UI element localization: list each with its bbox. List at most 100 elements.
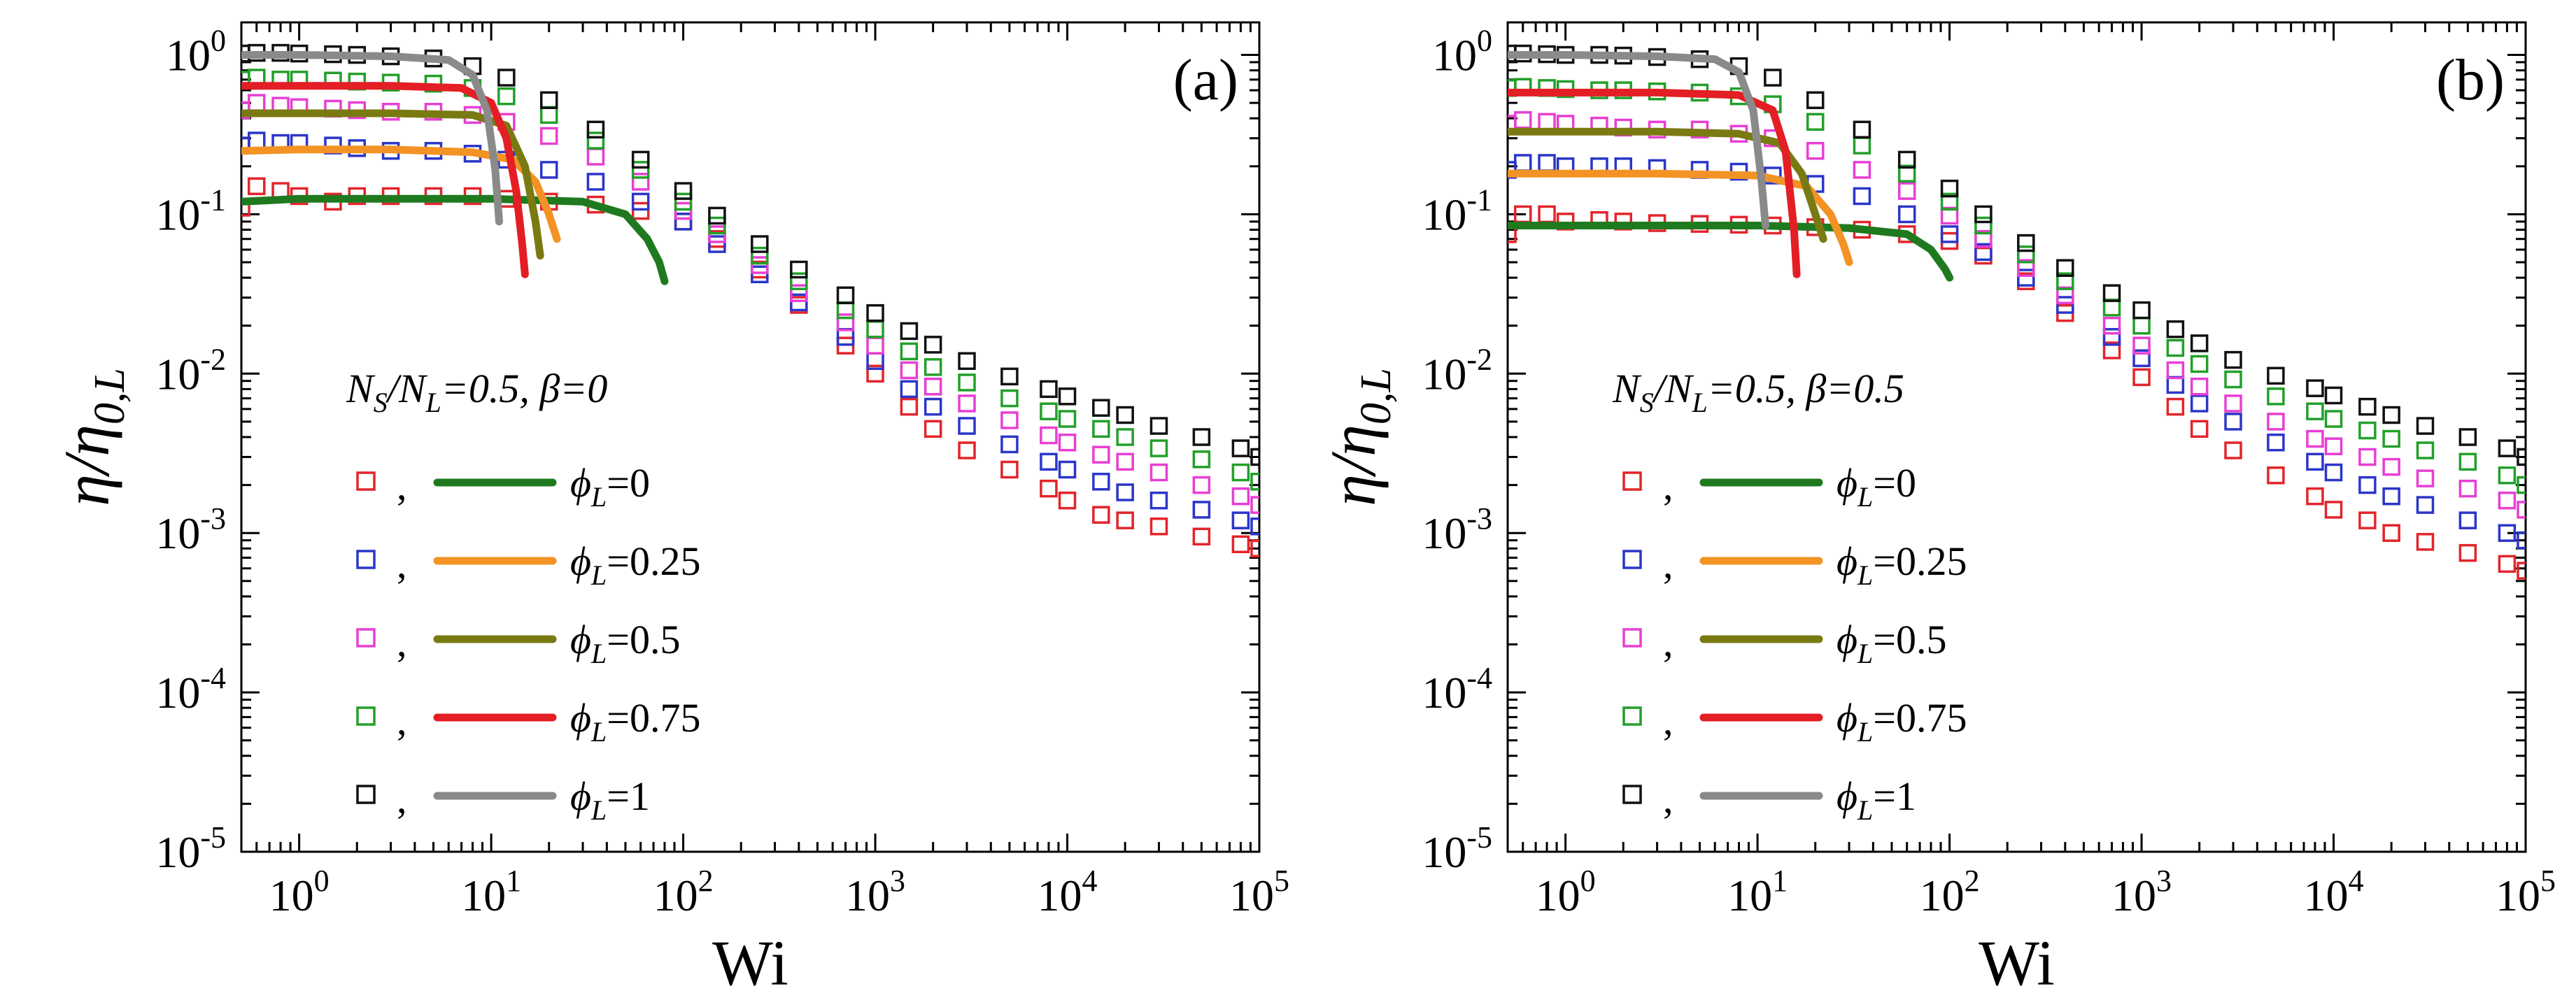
data-point bbox=[2458, 428, 2477, 446]
data-point bbox=[1192, 450, 1211, 469]
legend-separator: , bbox=[397, 776, 407, 822]
data-point bbox=[1149, 439, 1168, 457]
x-tick-label: 101 bbox=[1727, 864, 1788, 920]
data-point bbox=[2190, 378, 2209, 396]
data-point bbox=[751, 246, 769, 265]
data-point bbox=[1092, 420, 1110, 438]
x-tick-label: 103 bbox=[2111, 864, 2172, 920]
data-point bbox=[2017, 245, 2035, 264]
data-point bbox=[900, 342, 919, 361]
x-axis-title: Wi bbox=[712, 927, 788, 999]
x-tick-label: 105 bbox=[1229, 864, 1289, 920]
data-point bbox=[1974, 205, 1993, 224]
data-point bbox=[1058, 387, 1077, 406]
panel-label: (a) bbox=[1173, 48, 1238, 113]
data-point bbox=[2358, 397, 2377, 416]
legend-marker bbox=[356, 550, 376, 569]
data-point bbox=[1149, 517, 1168, 536]
data-point bbox=[1092, 399, 1110, 417]
legend: NS/NL=0.5, β=0, ϕL=0, ϕL=0.25, ϕL=0.5, ϕL=0.… bbox=[346, 366, 701, 826]
legend-separator: , bbox=[1663, 541, 1673, 587]
data-point bbox=[2382, 524, 2400, 542]
data-point bbox=[2517, 501, 2526, 519]
legend-marker bbox=[356, 471, 376, 491]
data-point bbox=[247, 94, 266, 112]
data-point bbox=[497, 69, 516, 87]
data-point bbox=[1040, 380, 1058, 399]
legend-marker bbox=[1622, 628, 1642, 648]
y-tick-label: 10-4 bbox=[155, 661, 226, 717]
legend-label: ϕL=0.75 bbox=[1837, 695, 1967, 748]
fit-line-phi-0 bbox=[241, 194, 669, 285]
x-tick-label: 102 bbox=[1920, 864, 1980, 920]
data-point bbox=[241, 199, 250, 217]
data-point bbox=[2498, 491, 2517, 510]
data-point bbox=[2224, 394, 2242, 413]
data-point bbox=[631, 201, 650, 220]
data-point bbox=[1040, 402, 1058, 420]
data-point bbox=[586, 148, 605, 166]
data-point bbox=[2324, 386, 2343, 405]
data-point bbox=[1000, 389, 1019, 408]
data-point bbox=[674, 182, 693, 200]
y-tick-label: 10-2 bbox=[155, 342, 226, 399]
data-point bbox=[2324, 463, 2343, 482]
data-point bbox=[1974, 216, 1993, 235]
data-point bbox=[1538, 154, 1556, 172]
data-point bbox=[1897, 164, 1916, 183]
data-point bbox=[586, 131, 605, 150]
data-point bbox=[1806, 91, 1825, 109]
data-point bbox=[900, 397, 919, 416]
data-point bbox=[2166, 397, 2185, 416]
data-point bbox=[1116, 452, 1134, 471]
x-tick-label: 100 bbox=[1536, 864, 1596, 920]
legend-entry: , ϕL=1 bbox=[356, 773, 650, 826]
x-tick-label: 101 bbox=[461, 864, 521, 920]
data-point bbox=[923, 397, 942, 416]
data-point bbox=[1040, 452, 1058, 471]
series-phi-0_75 bbox=[1508, 78, 2526, 494]
y-tick-label: 100 bbox=[166, 24, 226, 80]
fit-line-phi-1 bbox=[241, 51, 503, 226]
data-point bbox=[1250, 473, 1259, 491]
data-point bbox=[2382, 406, 2400, 424]
data-point bbox=[2267, 413, 2285, 431]
legend-label: ϕL=0.25 bbox=[570, 538, 701, 591]
data-point bbox=[1040, 426, 1058, 445]
data-point bbox=[2324, 501, 2343, 519]
legend-separator: , bbox=[397, 698, 407, 743]
legend-label: ϕL=0 bbox=[1837, 460, 1916, 513]
data-point bbox=[2382, 457, 2400, 476]
y-tick-label: 10-1 bbox=[1422, 183, 1492, 239]
data-point bbox=[2416, 496, 2435, 514]
data-point bbox=[674, 213, 693, 231]
data-point bbox=[2056, 296, 2074, 314]
legend-label: ϕL=0.25 bbox=[1837, 538, 1967, 591]
data-point bbox=[1853, 136, 1871, 155]
data-point bbox=[1231, 535, 1250, 554]
legend-label: ϕL=0 bbox=[570, 460, 650, 513]
fit-line-phi-0_75 bbox=[1508, 88, 1801, 278]
data-point bbox=[2132, 316, 2151, 335]
x-axis-title: Wi bbox=[1979, 927, 2055, 999]
data-point bbox=[900, 361, 919, 380]
data-point bbox=[2102, 316, 2121, 335]
data-point bbox=[866, 336, 884, 355]
data-point bbox=[2517, 448, 2526, 466]
panel-label: (b) bbox=[2436, 48, 2505, 113]
legend-marker bbox=[1622, 706, 1642, 726]
data-point bbox=[2458, 452, 2477, 471]
data-point bbox=[2132, 336, 2151, 355]
data-point bbox=[866, 364, 884, 383]
y-axis: 10-5 10-4 10-3 10-2 10-1 100 bbox=[1422, 24, 2526, 877]
fit-line-phi-0_25 bbox=[1508, 169, 1853, 266]
data-point bbox=[790, 284, 808, 302]
data-point bbox=[1149, 491, 1168, 510]
data-point bbox=[2382, 429, 2400, 448]
data-point bbox=[1538, 205, 1556, 224]
data-point bbox=[958, 352, 976, 371]
series-phi-0_25 bbox=[241, 131, 1259, 536]
data-point bbox=[1116, 428, 1134, 446]
data-point bbox=[2132, 349, 2151, 367]
data-point bbox=[1058, 410, 1077, 428]
